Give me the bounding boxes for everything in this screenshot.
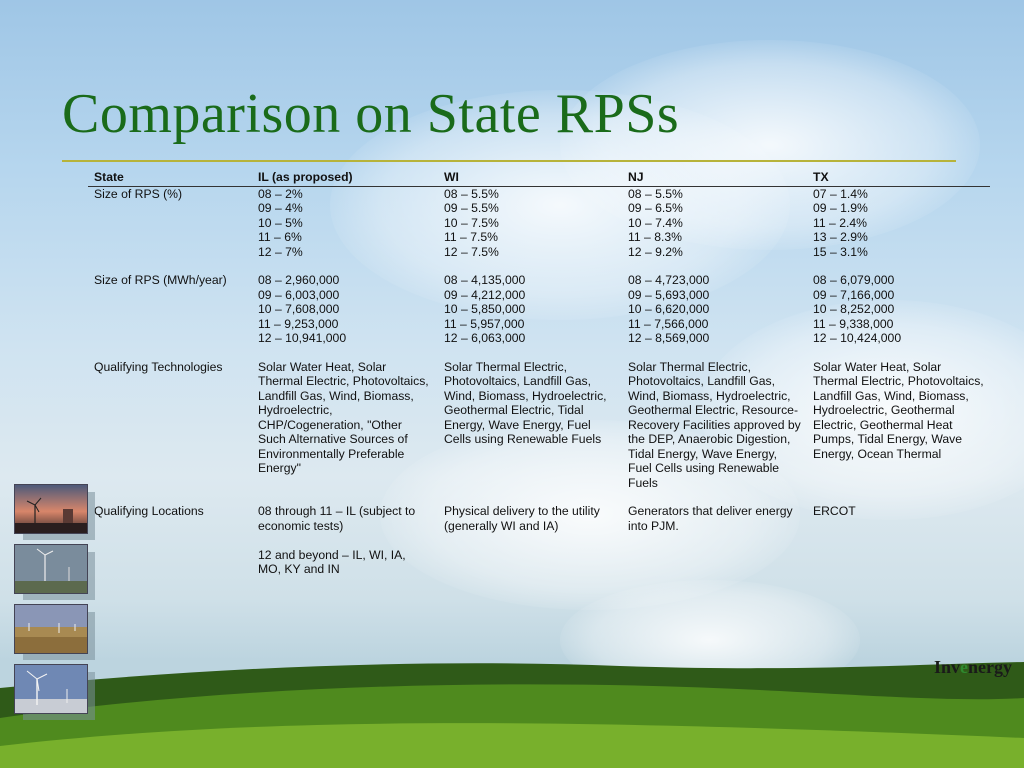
cloud: [380, 420, 800, 610]
photo-thumbnails: [14, 484, 96, 724]
green-hills: [0, 662, 1024, 768]
table-cell: 08 – 4,723,000 09 – 5,693,000 10 – 6,620…: [628, 273, 710, 345]
table-row: Qualifying Locations 08 through 11 – IL …: [88, 504, 990, 591]
windmill-sunset-photo: [14, 484, 95, 540]
table-cell: 08 – 5.5% 09 – 6.5% 10 – 7.4% 11 – 8.3% …: [628, 186, 683, 259]
table-cell: 08 – 4,135,000 09 – 4,212,000 10 – 5,850…: [444, 273, 526, 345]
header-nj: NJ: [622, 169, 807, 187]
table-header-row: State IL (as proposed) WI NJ TX: [88, 169, 990, 187]
table-cell: 08 – 2,960,000 09 – 6,003,000 10 – 7,608…: [258, 273, 347, 345]
table-cell: 08 – 5.5% 09 – 5.5% 10 – 7.5% 11 – 7.5% …: [444, 186, 499, 259]
wind-turbines-cloudy-photo: [14, 544, 95, 600]
header-tx: TX: [807, 169, 990, 187]
rps-comparison-table: State IL (as proposed) WI NJ TX Size of …: [88, 169, 990, 591]
logo-accent-letter: e: [960, 657, 968, 677]
logo-text-end: nergy: [968, 657, 1012, 677]
table-cell: 08 through 11 – IL (subject to economic …: [258, 504, 416, 576]
wind-turbine-winter-photo: [14, 664, 95, 720]
title-underline: [62, 160, 956, 162]
cloud: [560, 40, 980, 250]
table-row: Size of RPS (%) 08 – 2% 09 – 4% 10 – 5% …: [88, 186, 990, 273]
header-wi: WI: [438, 169, 622, 187]
table-cell: Solar Water Heat, Solar Thermal Electric…: [813, 359, 984, 461]
table-cell: ERCOT: [813, 504, 856, 518]
row-label: Size of RPS (%): [94, 186, 183, 201]
table-cell: 07 – 1.4% 09 – 1.9% 11 – 2.4% 13 – 2.9% …: [813, 186, 868, 259]
invenergy-logo: Invenergy: [934, 657, 1012, 678]
table-cell: Physical delivery to the utility (genera…: [444, 504, 600, 533]
slide-title: Comparison on State RPSs: [62, 83, 680, 145]
table-cell: Solar Water Heat, Solar Thermal Electric…: [258, 359, 429, 476]
table-cell: 08 – 2% 09 – 4% 10 – 5% 11 – 6% 12 – 7%: [258, 186, 303, 259]
row-label: Qualifying Locations: [94, 504, 204, 518]
wind-farm-field-photo: [14, 604, 95, 660]
table-cell: 08 – 6,079,000 09 – 7,166,000 10 – 8,252…: [813, 273, 902, 345]
logo-text-start: Inv: [933, 657, 960, 677]
row-label: Qualifying Technologies: [94, 359, 223, 374]
table-cell: Generators that deliver energy into PJM.: [628, 504, 793, 533]
header-state: State: [88, 169, 252, 187]
table-row: Size of RPS (MWh/year) 08 – 2,960,000 09…: [88, 273, 990, 360]
table-row: Qualifying Technologies Solar Water Heat…: [88, 360, 990, 505]
table-cell: Solar Thermal Electric, Photovoltaics, L…: [628, 359, 801, 490]
table-cell: Solar Thermal Electric, Photovoltaics, L…: [444, 359, 607, 447]
row-label: Size of RPS (MWh/year): [94, 273, 227, 287]
header-il: IL (as proposed): [252, 169, 438, 187]
